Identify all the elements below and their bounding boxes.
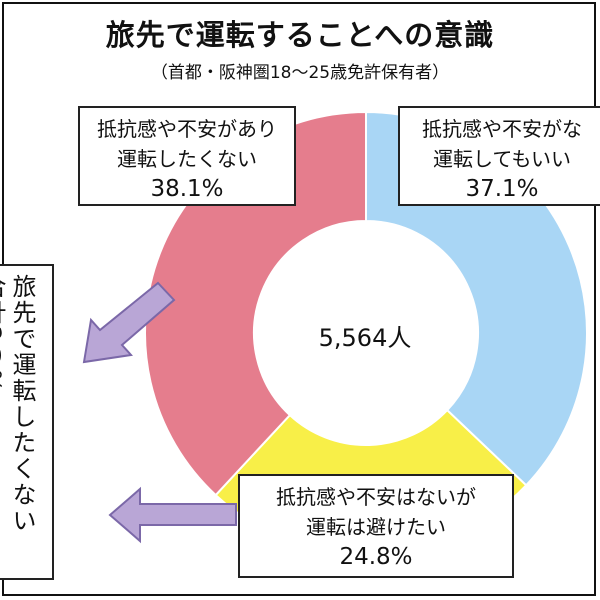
callout-avoid-line2: 運転は避けたい <box>306 515 446 539</box>
callout-avoid-value: 24.8% <box>339 544 413 570</box>
side-note-line2: 合計2０% <box>0 274 6 395</box>
arrow-upper-icon <box>82 281 176 364</box>
callout-dont-line2: 運転したくない <box>117 147 257 171</box>
callout-ok-line2: 運転してもいい <box>433 147 571 171</box>
callout-ok-value: 37.1% <box>465 176 539 202</box>
side-note-line1: 旅先で運転したくない <box>8 274 36 534</box>
slice-dont-want-drive <box>144 110 367 497</box>
callout-ok-to-drive: 抵抗感や不安がな 運転してもいい 37.1% <box>398 106 600 206</box>
chart-title: 旅先で運転することへの意識 <box>105 18 495 52</box>
chart-subtitle: （首都・阪神圏18～25歳免許保有者） <box>150 63 450 83</box>
callout-dont-want-drive: 抵抗感や不安があり 運転したくない 38.1% <box>78 106 296 206</box>
callout-ok-line1: 抵抗感や不安がな <box>422 117 582 141</box>
callout-dont-line1: 抵抗感や不安があり <box>97 117 277 141</box>
callout-dont-value: 38.1% <box>150 176 224 202</box>
side-note-box: 旅先で運転したくない 合計2０% <box>0 264 54 580</box>
arrow-lower-icon <box>108 486 237 544</box>
callout-avoid-driving: 抵抗感や不安はないが 運転は避けたい 24.8% <box>238 474 514 578</box>
callout-avoid-line1: 抵抗感や不安はないが <box>276 485 476 509</box>
center-total-label: 5,564人 <box>318 324 412 352</box>
